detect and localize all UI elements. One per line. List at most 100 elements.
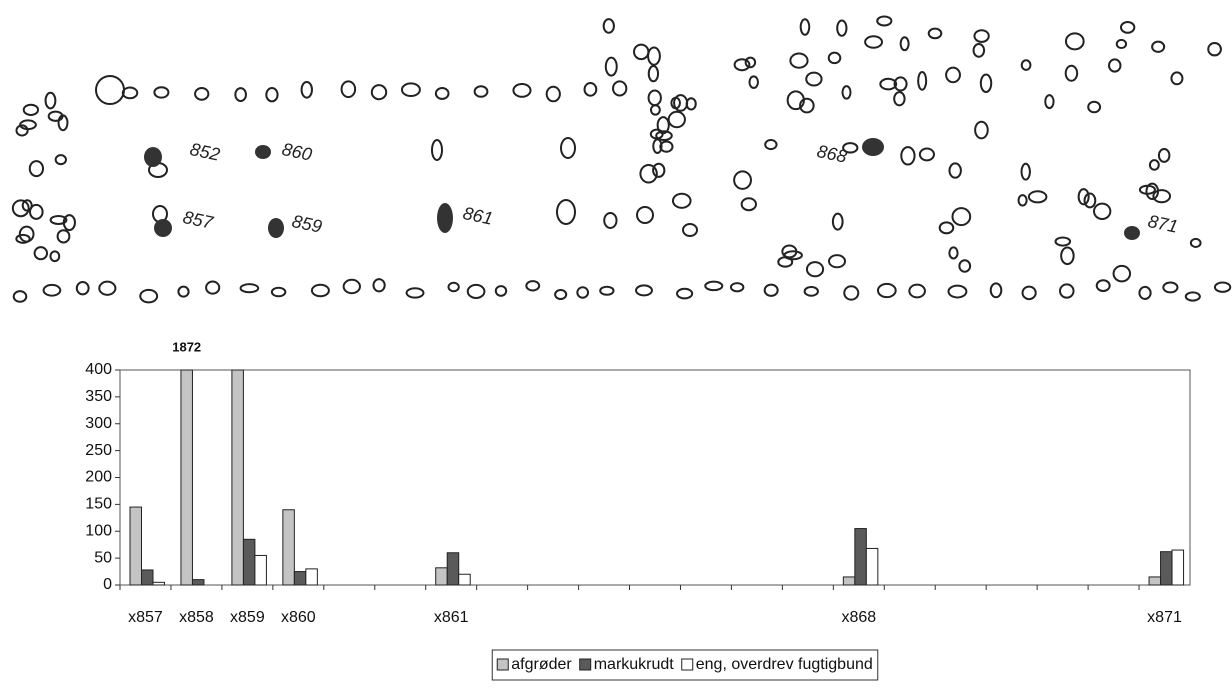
post-hole xyxy=(704,280,724,292)
post-hole xyxy=(1138,184,1156,195)
site-plan: 852 860 857 859 861 868 871 xyxy=(11,15,1232,304)
post-hole xyxy=(958,259,972,273)
post-hole xyxy=(842,142,859,154)
post-hole xyxy=(828,254,847,269)
post-hole xyxy=(1157,148,1171,163)
bar xyxy=(305,568,318,586)
x-tick-label: x858 xyxy=(179,609,214,626)
post-hole xyxy=(843,285,860,301)
bar xyxy=(254,554,267,586)
post-hole xyxy=(945,66,961,84)
post-hole xyxy=(22,103,40,116)
post-hole xyxy=(799,97,815,114)
post-hole xyxy=(1108,58,1122,73)
post-hole xyxy=(576,286,590,299)
bar xyxy=(231,369,244,586)
bar xyxy=(854,528,867,586)
bar xyxy=(458,573,471,586)
post-hole xyxy=(405,287,425,299)
post-hole xyxy=(938,221,955,235)
post-hole xyxy=(744,56,757,69)
y-tick-label: 400 xyxy=(85,361,112,378)
post-hole xyxy=(1021,285,1037,301)
post-hole xyxy=(841,85,852,100)
y-tick-label: 100 xyxy=(85,522,112,539)
x-tick-label: x868 xyxy=(841,609,876,626)
post-hole xyxy=(836,19,848,37)
post-hole xyxy=(554,288,568,300)
post-hole xyxy=(1148,159,1160,171)
plan-label: 861 xyxy=(461,203,495,229)
post-hole xyxy=(234,87,247,103)
data-label: 1872 xyxy=(172,339,201,354)
post-hole xyxy=(1058,283,1075,299)
post-hole xyxy=(879,77,898,91)
post-hole xyxy=(12,290,28,303)
post-hole xyxy=(918,147,935,162)
post-hole xyxy=(733,170,752,190)
post-hole xyxy=(1087,100,1102,114)
post-hole xyxy=(764,139,778,151)
bar xyxy=(1160,551,1173,586)
post-hole xyxy=(1119,20,1136,34)
post-hole xyxy=(682,223,698,237)
post-hole xyxy=(948,162,962,179)
x-tick-label: x857 xyxy=(128,609,163,626)
bar xyxy=(180,369,193,586)
bar xyxy=(129,506,142,586)
x-tick-label: x859 xyxy=(230,609,265,626)
post-hole xyxy=(98,280,117,296)
x-tick-label: x860 xyxy=(281,609,316,626)
post-hole xyxy=(42,283,62,297)
post-hole xyxy=(1152,189,1172,204)
post-hole xyxy=(602,18,615,34)
post-hole xyxy=(974,120,989,140)
post-hole xyxy=(671,192,692,209)
post-hole xyxy=(139,288,159,304)
bar xyxy=(152,581,165,586)
post-hole xyxy=(1027,190,1048,204)
bar xyxy=(1171,549,1185,586)
post-hole xyxy=(899,36,910,52)
post-hole xyxy=(400,82,421,98)
post-hole xyxy=(951,207,972,227)
post-hole xyxy=(177,285,190,298)
post-hole xyxy=(659,140,674,153)
post-hole xyxy=(300,80,313,99)
plot-area xyxy=(119,369,1191,586)
post-hole xyxy=(799,18,811,36)
post-hole xyxy=(729,282,745,293)
post-hole xyxy=(1093,202,1112,221)
y-tick-label: 150 xyxy=(85,496,112,513)
post-hole xyxy=(512,82,532,98)
post-hole xyxy=(876,15,893,27)
post-hole xyxy=(948,246,959,260)
post-hole xyxy=(1020,59,1032,71)
post-hole xyxy=(1162,281,1179,294)
post-hole xyxy=(342,278,361,295)
post-hole xyxy=(340,80,357,99)
post-hole xyxy=(1138,285,1152,300)
post-hole xyxy=(803,285,819,297)
post-hole xyxy=(636,206,654,224)
y-tick-label: 250 xyxy=(85,442,112,459)
post-hole xyxy=(28,160,45,178)
post-hole xyxy=(876,282,897,299)
post-hole xyxy=(917,70,928,91)
post-hole xyxy=(676,287,694,300)
y-tick-label: 50 xyxy=(94,549,112,566)
post-hole xyxy=(431,139,443,161)
post-hole xyxy=(1077,188,1090,206)
post-hole xyxy=(805,261,825,278)
bar xyxy=(842,576,856,586)
post-hole xyxy=(95,75,125,105)
post-hole xyxy=(989,282,1003,299)
post-hole xyxy=(370,84,388,101)
post-hole xyxy=(466,283,486,299)
post-hole xyxy=(827,51,842,65)
post-hole xyxy=(494,285,508,297)
plan-label: 860 xyxy=(280,139,314,165)
post-hole xyxy=(1115,38,1128,50)
post-hole xyxy=(652,138,663,154)
filled-post-hole xyxy=(154,219,172,237)
